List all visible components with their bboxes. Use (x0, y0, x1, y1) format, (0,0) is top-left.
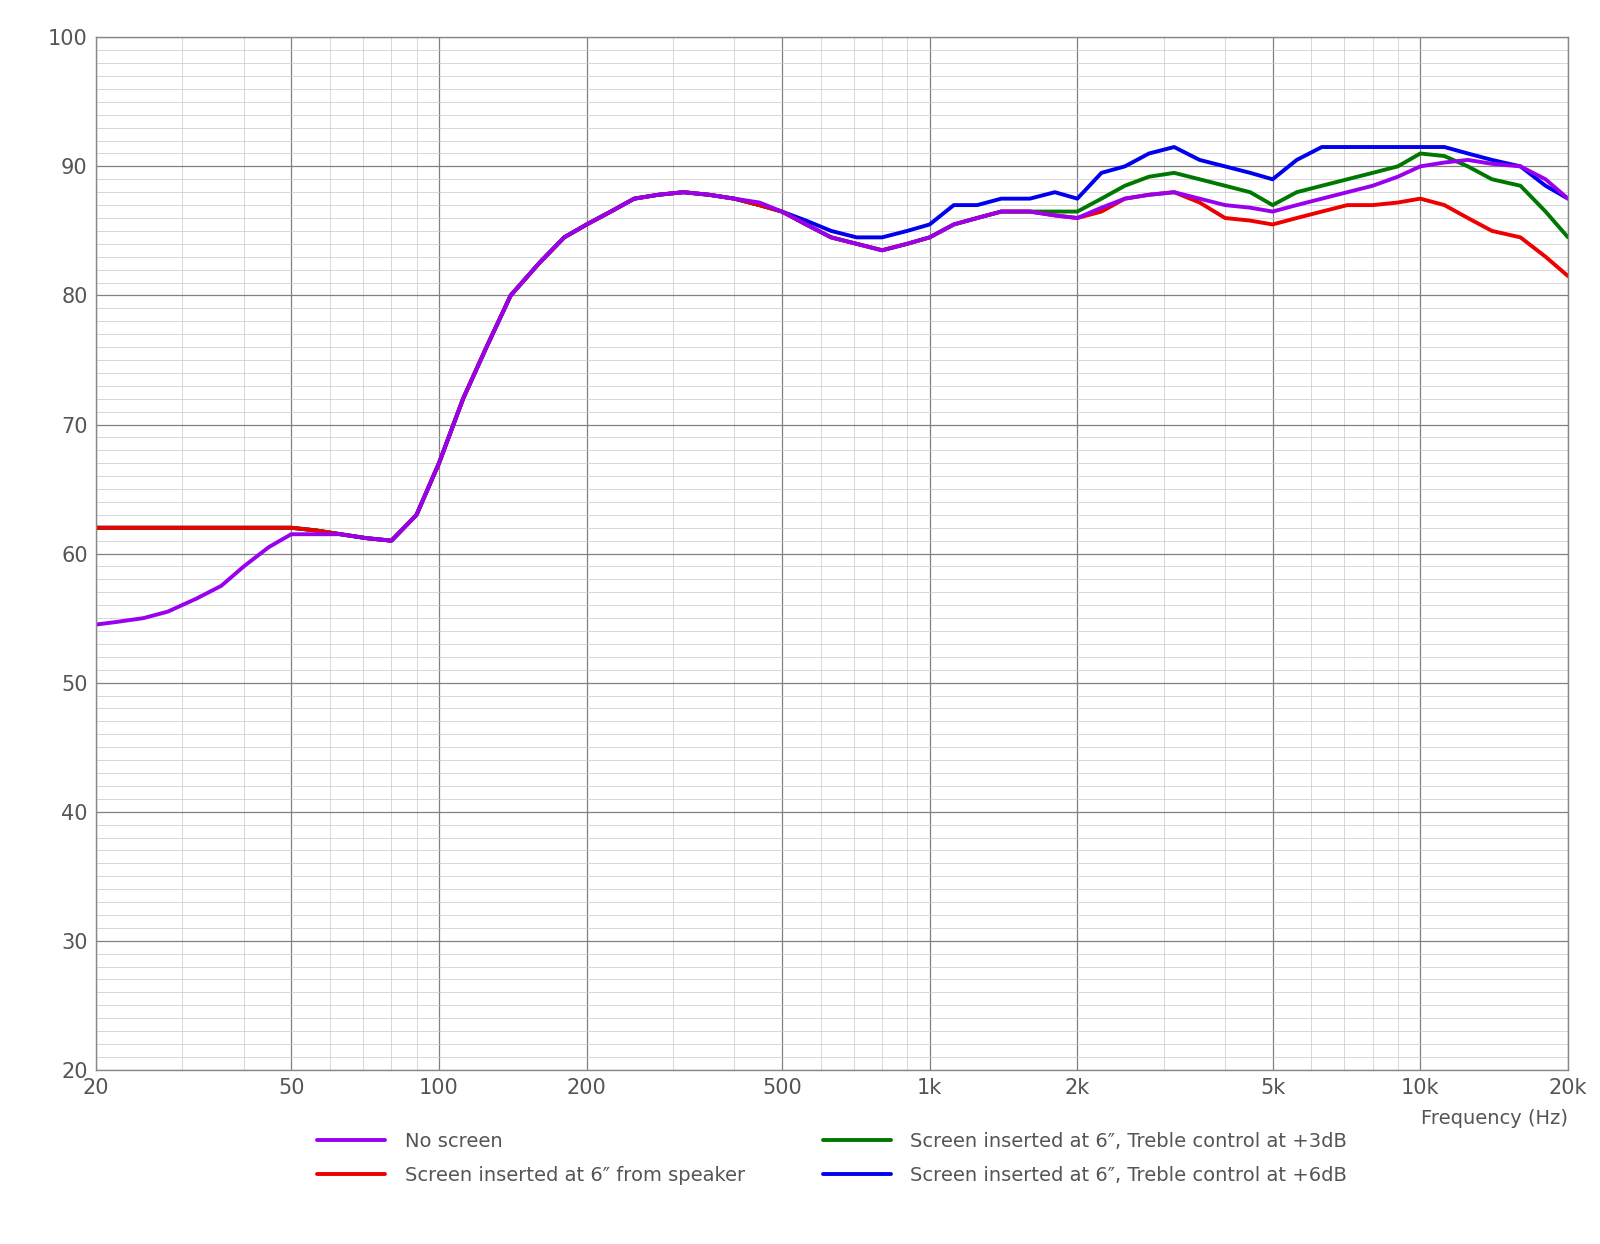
Screen inserted at 6″, Treble control at +6dB (992, 192, 1011, 207)
Screen inserted at 6″, Treble control at +6dB (624, 192, 643, 207)
No screen (602, 204, 621, 219)
No screen (1458, 153, 1477, 168)
Screen inserted at 6″, Treble control at +3dB (1411, 146, 1430, 160)
Screen inserted at 6″ from speaker (1411, 192, 1430, 207)
Screen inserted at 6″, Treble control at +6dB (898, 224, 917, 239)
Screen inserted at 6″, Treble control at +6dB (86, 520, 106, 535)
No screen (1558, 192, 1578, 207)
Screen inserted at 6″, Treble control at +6dB (1411, 139, 1430, 154)
Screen inserted at 6″ from speaker (86, 520, 106, 535)
No screen (429, 455, 448, 470)
Line: Screen inserted at 6″ from speaker: Screen inserted at 6″ from speaker (96, 192, 1568, 541)
Screen inserted at 6″, Treble control at +3dB (898, 236, 917, 251)
Screen inserted at 6″, Treble control at +3dB (382, 534, 402, 549)
Screen inserted at 6″, Treble control at +3dB (624, 192, 643, 207)
Screen inserted at 6″, Treble control at +6dB (382, 534, 402, 549)
Screen inserted at 6″, Treble control at +3dB (1389, 159, 1408, 174)
No screen (872, 243, 891, 258)
X-axis label: Frequency (Hz): Frequency (Hz) (1421, 1110, 1568, 1128)
Screen inserted at 6″ from speaker (674, 184, 693, 199)
Screen inserted at 6″ from speaker (1021, 204, 1040, 219)
Screen inserted at 6″ from speaker (453, 391, 472, 406)
No screen (968, 210, 987, 225)
No screen (382, 534, 402, 549)
Screen inserted at 6″ from speaker (920, 230, 939, 245)
Screen inserted at 6″ from speaker (406, 508, 426, 522)
Screen inserted at 6″ from speaker (1558, 269, 1578, 284)
No screen (86, 617, 106, 632)
Line: No screen: No screen (96, 160, 1568, 624)
Screen inserted at 6″, Treble control at +3dB (992, 204, 1011, 219)
Screen inserted at 6″ from speaker (624, 192, 643, 207)
Screen inserted at 6″, Treble control at +6dB (406, 508, 426, 522)
Screen inserted at 6″, Treble control at +3dB (406, 508, 426, 522)
Screen inserted at 6″, Treble control at +3dB (453, 391, 472, 406)
Screen inserted at 6″, Treble control at +6dB (453, 391, 472, 406)
Line: Screen inserted at 6″, Treble control at +6dB: Screen inserted at 6″, Treble control at… (96, 147, 1568, 541)
No screen (1363, 178, 1382, 193)
Screen inserted at 6″, Treble control at +3dB (86, 520, 106, 535)
Legend: No screen, Screen inserted at 6″ from speaker, Screen inserted at 6″, Treble con: No screen, Screen inserted at 6″ from sp… (298, 1112, 1366, 1204)
Line: Screen inserted at 6″, Treble control at +3dB: Screen inserted at 6″, Treble control at… (96, 153, 1568, 541)
Screen inserted at 6″ from speaker (382, 534, 402, 549)
Screen inserted at 6″, Treble control at +3dB (1558, 230, 1578, 245)
Screen inserted at 6″, Treble control at +6dB (1165, 139, 1184, 154)
Screen inserted at 6″, Treble control at +6dB (1558, 192, 1578, 207)
